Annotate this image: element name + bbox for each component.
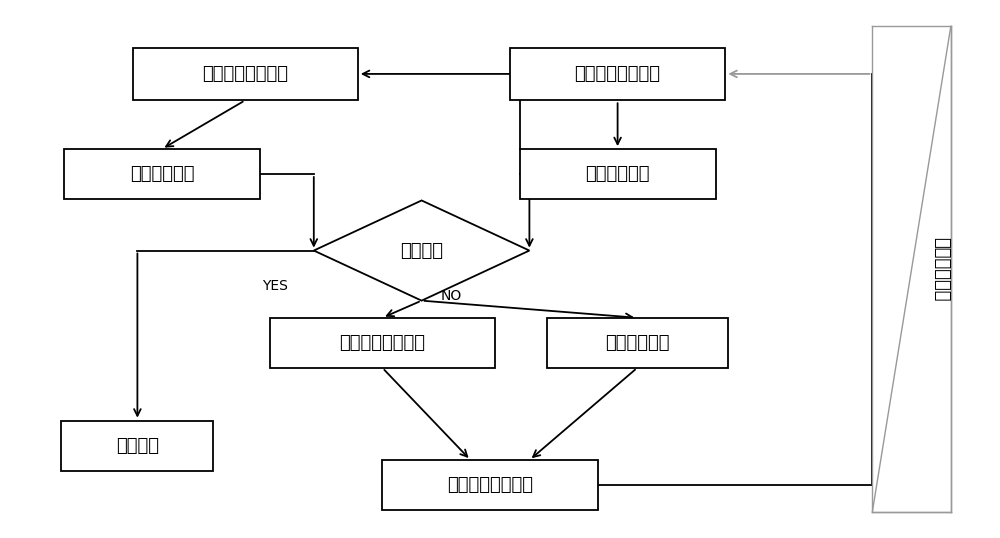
- Bar: [547, 318, 728, 368]
- Text: NO: NO: [440, 289, 462, 303]
- Text: 性能评价: 性能评价: [400, 242, 443, 259]
- Text: 壳体形貌优化: 壳体形貌优化: [932, 237, 950, 301]
- Text: 法向振动分布: 法向振动分布: [605, 334, 669, 352]
- Text: 电池包有限元模型: 电池包有限元模型: [575, 65, 661, 83]
- Text: YES: YES: [262, 279, 288, 293]
- Bar: [382, 460, 598, 510]
- Text: 确定壳体敏感区域: 确定壳体敏感区域: [447, 476, 533, 494]
- Text: 电池包边界元模型: 电池包边界元模型: [202, 65, 288, 83]
- Bar: [64, 149, 260, 199]
- Text: 声学响应分析: 声学响应分析: [130, 165, 194, 183]
- Bar: [520, 149, 716, 199]
- Bar: [510, 47, 725, 100]
- Bar: [61, 421, 213, 471]
- Bar: [132, 47, 358, 100]
- Polygon shape: [314, 201, 529, 301]
- Text: 振动响应分析: 振动响应分析: [585, 165, 650, 183]
- Text: 声学传递向量分析: 声学传递向量分析: [339, 334, 425, 352]
- Bar: [270, 318, 495, 368]
- Text: 结束分析: 结束分析: [116, 437, 159, 455]
